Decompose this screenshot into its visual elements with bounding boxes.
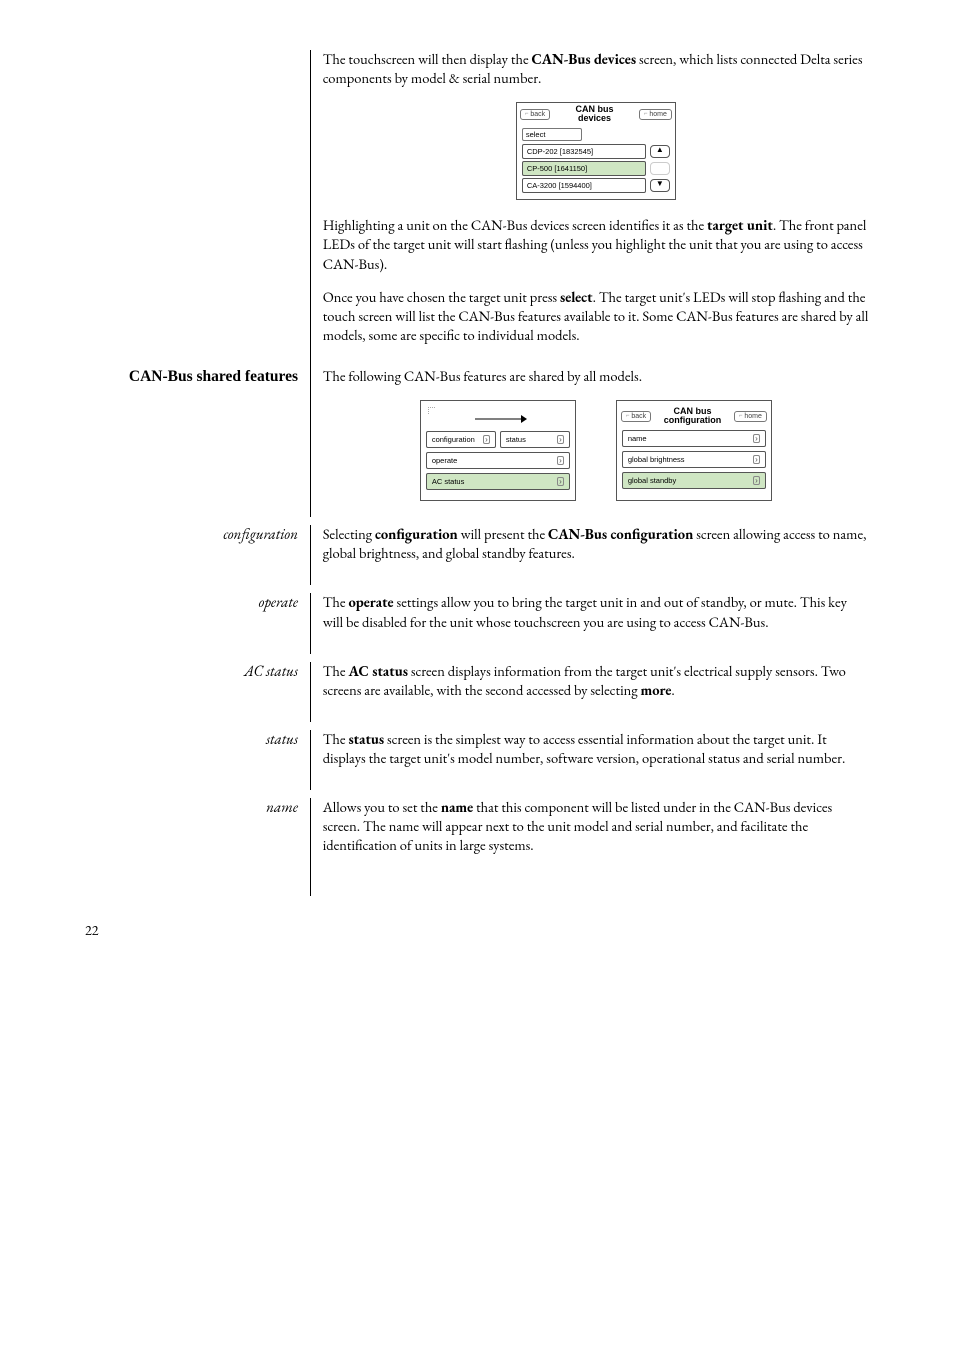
device-list: CDP-202 [1832545] ▲ CP-500 [1641150] CA-320… xyxy=(517,144,675,193)
section-heading: CAN-Bus shared features xyxy=(85,367,298,387)
menu-item: status› xyxy=(500,431,570,448)
menu-panel-left: configuration› status› operate› AC statu… xyxy=(420,400,576,501)
section-side-label: configuration xyxy=(85,525,298,544)
scroll-up-icon: ▲ xyxy=(650,145,670,158)
body-text: The following CAN-Bus features are share… xyxy=(323,367,869,386)
page-number: 22 xyxy=(85,922,869,940)
body-text: The touchscreen will then display the CA… xyxy=(323,50,869,88)
section-side-label: name xyxy=(85,798,298,817)
body-text: Once you have chosen the target unit pre… xyxy=(323,288,869,345)
device-list-item: CA-3200 [1594400] xyxy=(522,178,646,193)
home-button: ⌐ home xyxy=(734,411,767,422)
body-text: Allows you to set the name that this com… xyxy=(323,798,869,855)
menu-item-selected: global standby› xyxy=(622,472,766,489)
body-text: The status screen is the simplest way to… xyxy=(323,730,869,768)
select-button: select xyxy=(522,128,582,141)
body-text: Selecting configuration will present the… xyxy=(323,525,869,563)
home-button: ⌐ home xyxy=(639,109,672,120)
scroll-down-icon: ▼ xyxy=(650,179,670,192)
menu-item-selected: AC status› xyxy=(426,473,570,490)
menu-item: configuration› xyxy=(426,431,496,448)
section-side-label: operate xyxy=(85,593,298,612)
scroll-track xyxy=(650,162,670,175)
body-text: Highlighting a unit on the CAN-Bus devic… xyxy=(323,216,869,273)
section-side-label: status xyxy=(85,730,298,749)
device-list-item: CDP-202 [1832545] xyxy=(522,144,646,159)
section-side-label: AC status xyxy=(85,662,298,681)
back-button: ⌐ back xyxy=(621,411,651,422)
back-button: ⌐ back xyxy=(520,109,550,120)
devices-panel-figure: ⌐ back CAN bus devices ⌐ home select CDP… xyxy=(516,102,676,200)
menu-item: name› xyxy=(622,430,766,447)
device-list-item: CP-500 [1641150] xyxy=(522,161,646,176)
panel-title: CAN bus devices xyxy=(550,105,639,123)
body-text: The AC status screen displays informatio… xyxy=(323,662,869,700)
menu-item: operate› xyxy=(426,452,570,469)
menu-panel-right: ⌐ back CAN bus configuration ⌐ home name… xyxy=(616,400,772,501)
menu-item: global brightness› xyxy=(622,451,766,468)
panel-title: CAN bus configuration xyxy=(651,407,734,425)
shared-menus-figure: configuration› status› operate› AC statu… xyxy=(323,400,869,501)
body-text: The operate settings allow you to bring … xyxy=(323,593,869,631)
